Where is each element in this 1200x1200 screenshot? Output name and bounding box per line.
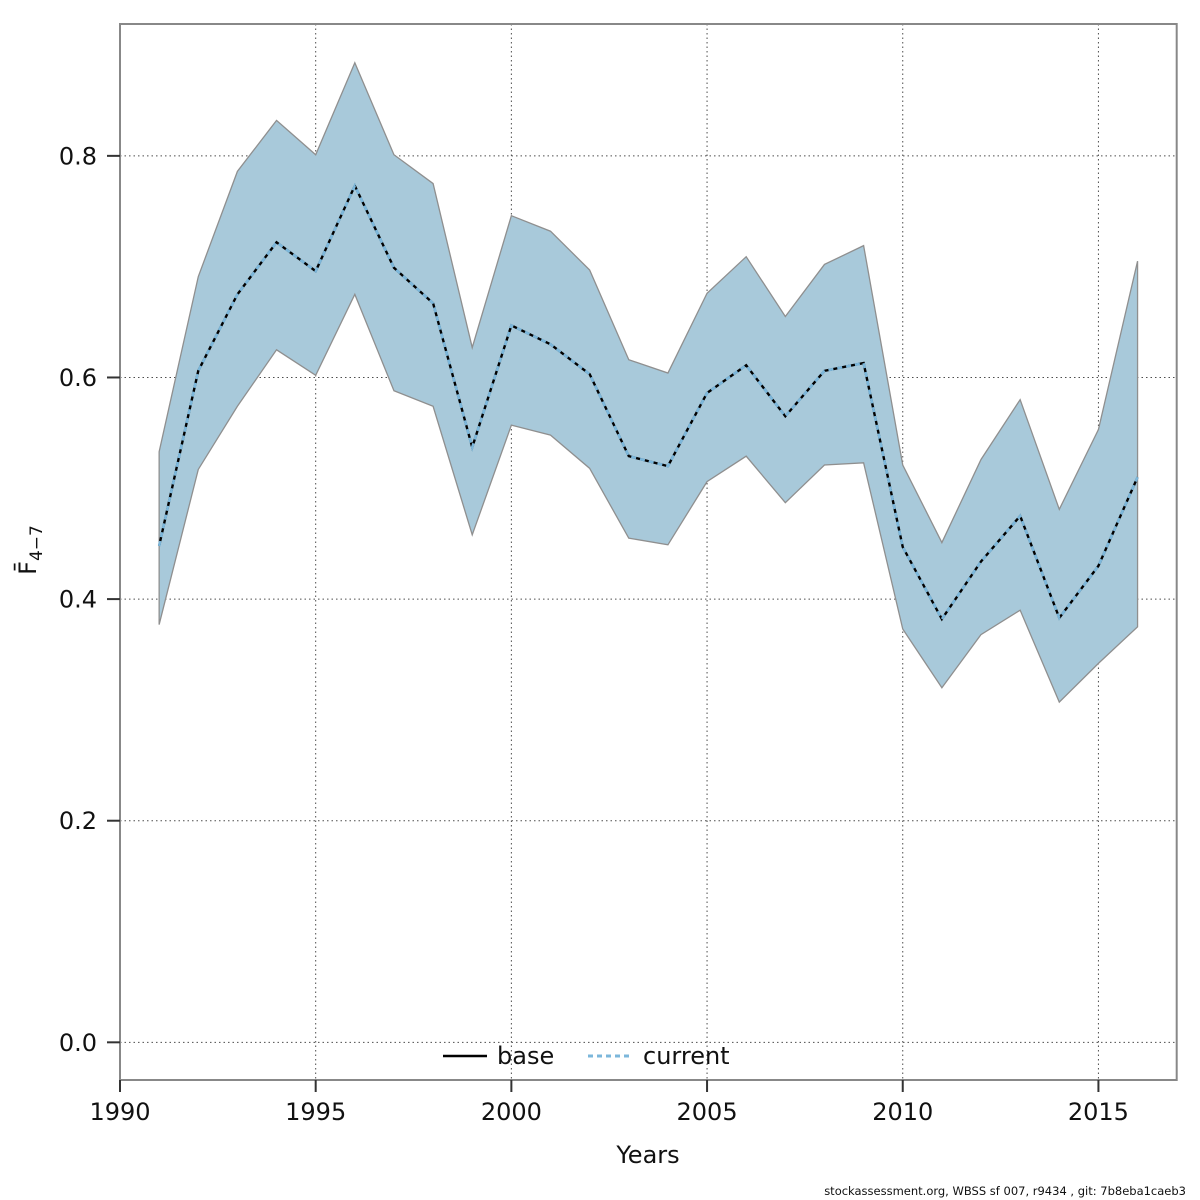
- current-line: [157, 182, 1139, 622]
- x-tick-label: 2010: [872, 1098, 933, 1126]
- plot-border: [119, 23, 1178, 1081]
- footer-credit: stockassessment.org, WBSS sf 007, r9434 …: [824, 1184, 1186, 1198]
- confidence-band: [158, 61, 1139, 704]
- y-axis-label-subscript: 4−7: [27, 525, 47, 561]
- data-lines: [157, 182, 1139, 622]
- confidence-band-polygon: [158, 61, 1139, 704]
- y-tick-label: 0.4: [59, 586, 97, 614]
- y-axis-label: F̄4−7: [13, 525, 47, 575]
- legend-label-current: current: [643, 1042, 730, 1070]
- axis-ticks: [107, 154, 1100, 1092]
- x-tick-label: 2000: [481, 1098, 542, 1126]
- y-tick-label: 0.0: [59, 1029, 97, 1057]
- y-tick-label: 0.8: [59, 142, 97, 170]
- x-axis-label: Years: [615, 1141, 679, 1169]
- y-axis-label-main: F̄: [13, 561, 42, 575]
- x-tick-label: 2015: [1068, 1098, 1129, 1126]
- x-tick-label: 2005: [677, 1098, 738, 1126]
- x-tick-label: 1995: [285, 1098, 346, 1126]
- axis-tick-labels: 0.0 0.2 0.4 0.6 0.8 1990 1995 2000 2005 2010 2015: [59, 142, 1129, 1126]
- legend-label-base: base: [497, 1042, 554, 1070]
- y-tick-label: 0.2: [59, 807, 97, 835]
- legend: base current: [443, 1042, 730, 1070]
- x-tick-label: 1990: [89, 1098, 150, 1126]
- y-tick-label: 0.6: [59, 364, 97, 392]
